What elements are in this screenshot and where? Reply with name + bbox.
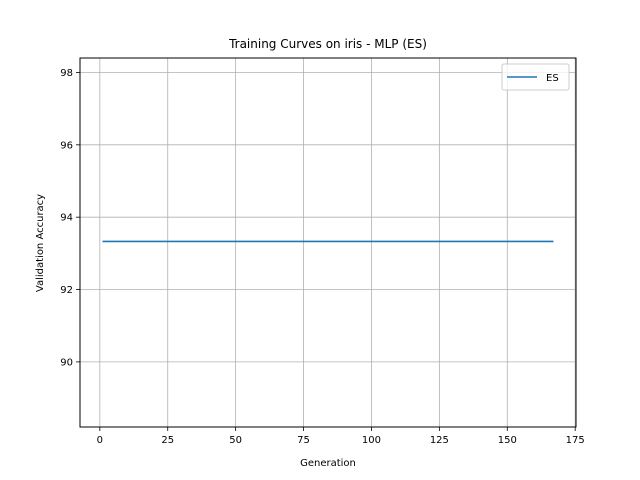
y-tick-label: 98 <box>60 68 73 79</box>
y-tick-label: 92 <box>60 285 73 296</box>
legend-label-es: ES <box>546 73 559 84</box>
y-axis-label: Validation Accuracy <box>35 194 46 292</box>
ticks: 0 25 50 75 100 125 150 175 90 92 94 96 98 <box>60 68 584 446</box>
x-tick-label: 0 <box>97 435 103 446</box>
y-tick-label: 90 <box>60 357 73 368</box>
plot-frame <box>79 57 577 428</box>
y-tick-label: 96 <box>60 140 73 151</box>
grid <box>80 58 576 427</box>
y-tick-label: 94 <box>60 213 73 224</box>
x-tick-label: 175 <box>566 435 585 446</box>
x-tick-label: 50 <box>229 435 242 446</box>
x-axis-label: Generation <box>300 458 356 469</box>
x-tick-label: 100 <box>362 435 381 446</box>
x-tick-label: 25 <box>161 435 174 446</box>
legend: ES <box>501 63 570 91</box>
x-tick-label: 125 <box>430 435 449 446</box>
x-tick-label: 75 <box>297 435 310 446</box>
x-tick-label: 150 <box>498 435 517 446</box>
chart-title: Training Curves on iris - MLP (ES) <box>228 37 427 51</box>
